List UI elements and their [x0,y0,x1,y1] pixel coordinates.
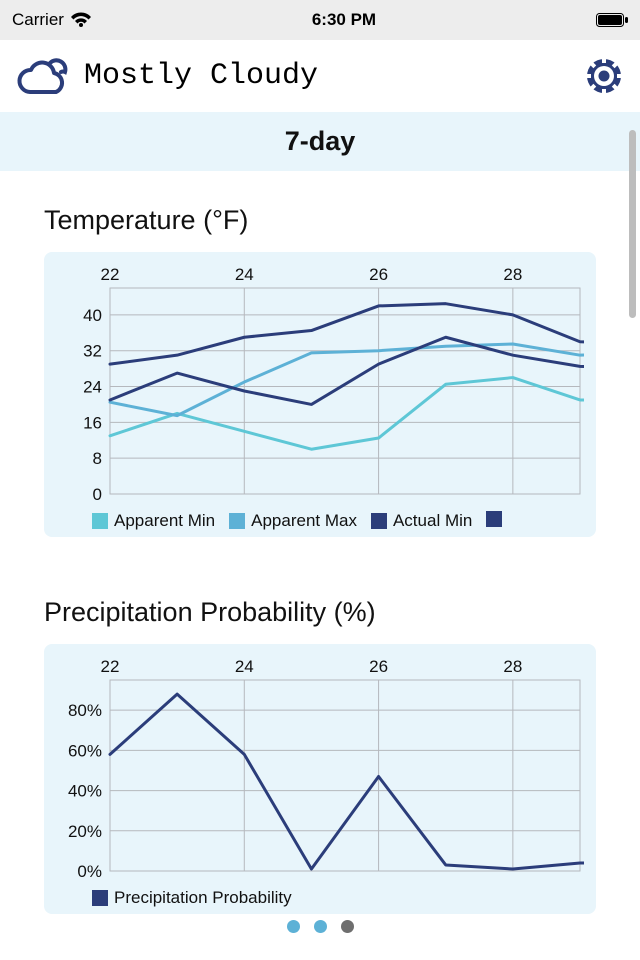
status-time: 6:30 PM [312,10,376,30]
precip-block: Precipitation Probability (%) 0% 20% 40% 60… [44,597,596,914]
svg-text:22: 22 [101,657,120,676]
temperature-svg: 0 8 16 24 32 40 22 24 26 28 [54,260,584,500]
legend-item: Actual Min [371,511,472,531]
legend-item: Apparent Min [92,511,215,531]
legend-swatch [229,513,245,529]
page-dot-2[interactable] [314,920,327,933]
temperature-plot: 0 8 16 24 32 40 22 24 26 28 [54,260,586,505]
page-dot-1[interactable] [287,920,300,933]
svg-text:40: 40 [83,306,102,325]
svg-text:24: 24 [83,378,102,397]
precip-card: 0% 20% 40% 60% 80% 22 24 26 28 Precipitation Pro… [44,644,596,914]
svg-text:80%: 80% [68,701,102,720]
svg-text:60%: 60% [68,741,102,760]
precip-legend: Precipitation Probability [54,888,586,908]
svg-text:40%: 40% [68,782,102,801]
svg-text:20%: 20% [68,822,102,841]
weather-icon [16,54,70,98]
scroll-indicator[interactable] [629,130,636,318]
svg-text:24: 24 [235,657,254,676]
legend-label: Apparent Min [114,511,215,531]
svg-text:0%: 0% [77,862,102,877]
wifi-icon [70,12,92,28]
page-indicator[interactable] [0,920,640,933]
temperature-block: Temperature (°F) 0 8 16 24 32 40 22 24 26 28 Appa… [44,205,596,537]
svg-text:26: 26 [369,265,388,284]
svg-text:32: 32 [83,342,102,361]
page-dot-3[interactable] [341,920,354,933]
app-header: Mostly Cloudy [0,40,640,112]
legend-label: Actual Min [393,511,472,531]
svg-text:26: 26 [369,657,388,676]
precip-svg: 0% 20% 40% 60% 80% 22 24 26 28 [54,652,584,877]
svg-text:8: 8 [93,449,102,468]
section-header: 7-day [0,112,640,171]
svg-text:0: 0 [93,485,102,500]
legend-swatch [92,513,108,529]
content: Temperature (°F) 0 8 16 24 32 40 22 24 26 28 Appa… [0,205,640,914]
legend-label: Precipitation Probability [114,888,292,908]
svg-text:28: 28 [503,265,522,284]
gear-icon[interactable] [586,58,622,94]
legend-item: Apparent Max [229,511,357,531]
condition-label: Mostly Cloudy [84,59,318,93]
status-left: Carrier [12,10,92,30]
precip-title: Precipitation Probability (%) [44,597,596,628]
section-title: 7-day [285,126,356,156]
legend-item: Precipitation Probability [92,888,292,908]
status-bar: Carrier 6:30 PM [0,0,640,40]
temperature-title: Temperature (°F) [44,205,596,236]
legend-label: Apparent Max [251,511,357,531]
battery-icon [596,13,628,27]
svg-text:22: 22 [101,265,120,284]
precip-plot: 0% 20% 40% 60% 80% 22 24 26 28 [54,652,586,882]
legend-swatch [371,513,387,529]
legend-swatch [92,890,108,906]
temperature-legend: Apparent Min Apparent Max Actual Min [54,511,586,531]
carrier-label: Carrier [12,10,64,30]
svg-text:28: 28 [503,657,522,676]
status-right [596,13,628,27]
svg-text:16: 16 [83,413,102,432]
temperature-card: 081624324022242628 Apparent MinApparent … [44,252,596,537]
svg-text:24: 24 [235,265,254,284]
